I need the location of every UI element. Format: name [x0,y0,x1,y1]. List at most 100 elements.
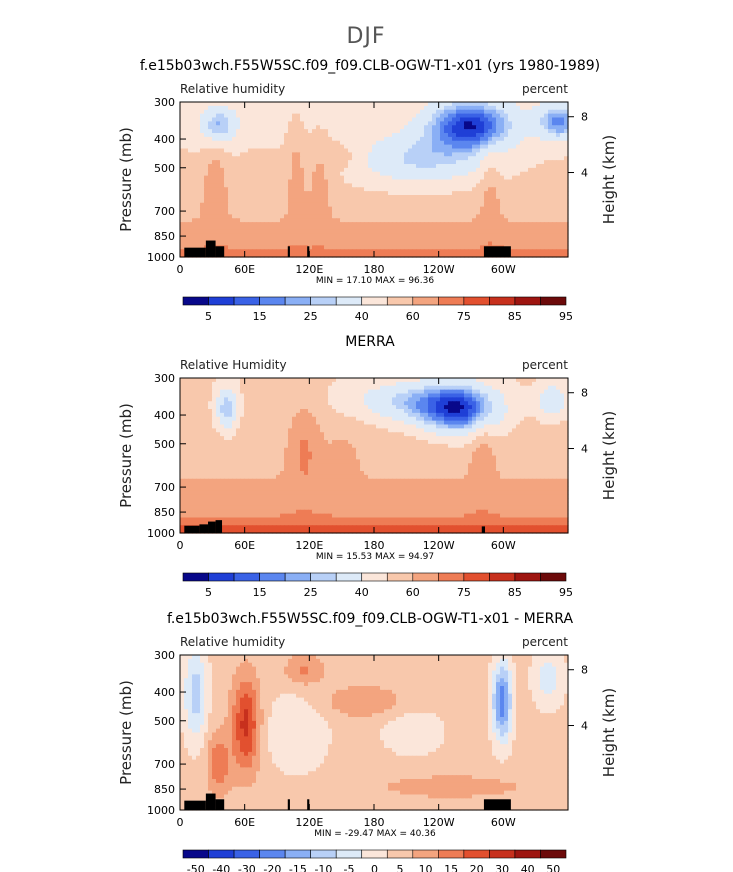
heatmap-cell [244,133,249,138]
heatmap-cell [532,191,537,196]
heatmap-cell [368,401,373,406]
heatmap-cell [528,397,533,402]
heatmap-cell [228,409,233,414]
heatmap-cell [488,210,493,215]
heatmap-cell [296,198,301,204]
heatmap-cell [544,152,549,157]
heatmap-cell [444,187,449,192]
heatmap-cell [260,195,265,200]
heatmap-cell [220,389,225,395]
heatmap-cell [400,191,405,196]
heatmap-cell [476,397,481,402]
heatmap-cell [520,191,525,196]
heatmap-cell [276,175,281,181]
heatmap-cell [504,133,509,138]
heatmap-cell [336,218,341,223]
heatmap-cell [312,389,317,395]
heatmap-cell [308,416,313,422]
heatmap-cell [508,214,513,219]
heatmap-cell [480,113,485,119]
heatmap-cell [344,129,349,134]
heatmap-cell [288,253,293,258]
heatmap-cell [396,253,401,258]
heatmap-cell [212,210,217,215]
heatmap-cell [396,381,401,387]
heatmap-cell [468,125,473,130]
heatmap-cell [444,136,449,142]
heatmap-cell [188,405,193,410]
heatmap-cell [528,253,533,258]
heatmap-cell [488,175,493,181]
heatmap-cell [456,405,461,410]
heatmap-cell [348,381,353,387]
heatmap-cell [548,125,553,130]
heatmap-cell [560,113,565,119]
heatmap-cell [328,412,333,418]
heatmap-cell [180,229,185,235]
heatmap-cell [416,214,421,219]
heatmap-cell [356,164,361,169]
heatmap-cell [408,136,413,142]
heatmap-cell [520,171,525,177]
heatmap-cell [180,171,185,177]
heatmap-cell [316,102,321,107]
heatmap-cell [420,233,425,239]
heatmap-cell [508,125,513,130]
heatmap-cell [356,385,361,391]
heatmap-cell [544,109,549,115]
heatmap-cell [320,133,325,138]
heatmap-cell [404,412,409,418]
heatmap-cell [368,245,373,250]
heatmap-cell [532,412,537,418]
heatmap-cell [316,401,321,406]
heatmap-cell [276,125,281,130]
heatmap-cell [252,113,257,119]
heatmap-cell [368,381,373,387]
heatmap-cell [536,167,541,173]
heatmap-cell [476,148,481,153]
heatmap-cell [260,148,265,153]
heatmap-cell [428,156,433,161]
heatmap-cell [196,160,201,165]
heatmap-cell [452,156,457,161]
heatmap-cell [200,144,205,150]
heatmap-cell [316,245,321,250]
heatmap-cell [376,214,381,219]
heatmap-cell [196,117,201,122]
heatmap-cell [560,152,565,157]
heatmap-cell [248,148,253,153]
heatmap-cell [404,156,409,161]
heatmap-cell [256,140,261,146]
heatmap-cell [260,416,265,422]
heatmap-cell [376,105,381,111]
heatmap-cell [476,229,481,235]
heatmap-cell [260,140,265,146]
heatmap-cell [484,405,489,410]
heatmap-cell [408,148,413,153]
heatmap-cell [404,198,409,204]
heatmap-cell [516,195,521,200]
heatmap-cell [548,148,553,153]
heatmap-cell [228,156,233,161]
heatmap-cell [376,385,381,391]
heatmap-cell [488,113,493,119]
heatmap-cell [396,229,401,235]
heatmap-cell [380,385,385,391]
heatmap-cell [564,156,569,161]
heatmap-cell [244,191,249,196]
heatmap-cell [520,125,525,130]
heatmap-cell [552,125,557,130]
heatmap-cell [184,171,189,177]
heatmap-cell [416,125,421,130]
heatmap-cell [336,171,341,177]
heatmap-cell [320,152,325,157]
heatmap-cell [472,175,477,181]
heatmap-cell [284,202,289,208]
heatmap-cell [560,405,565,410]
heatmap-cell [308,401,313,406]
heatmap-cell [528,378,533,383]
heatmap-cell [380,397,385,402]
heatmap-cell [516,210,521,215]
heatmap-cell [524,191,529,196]
heatmap-cell [236,109,241,115]
